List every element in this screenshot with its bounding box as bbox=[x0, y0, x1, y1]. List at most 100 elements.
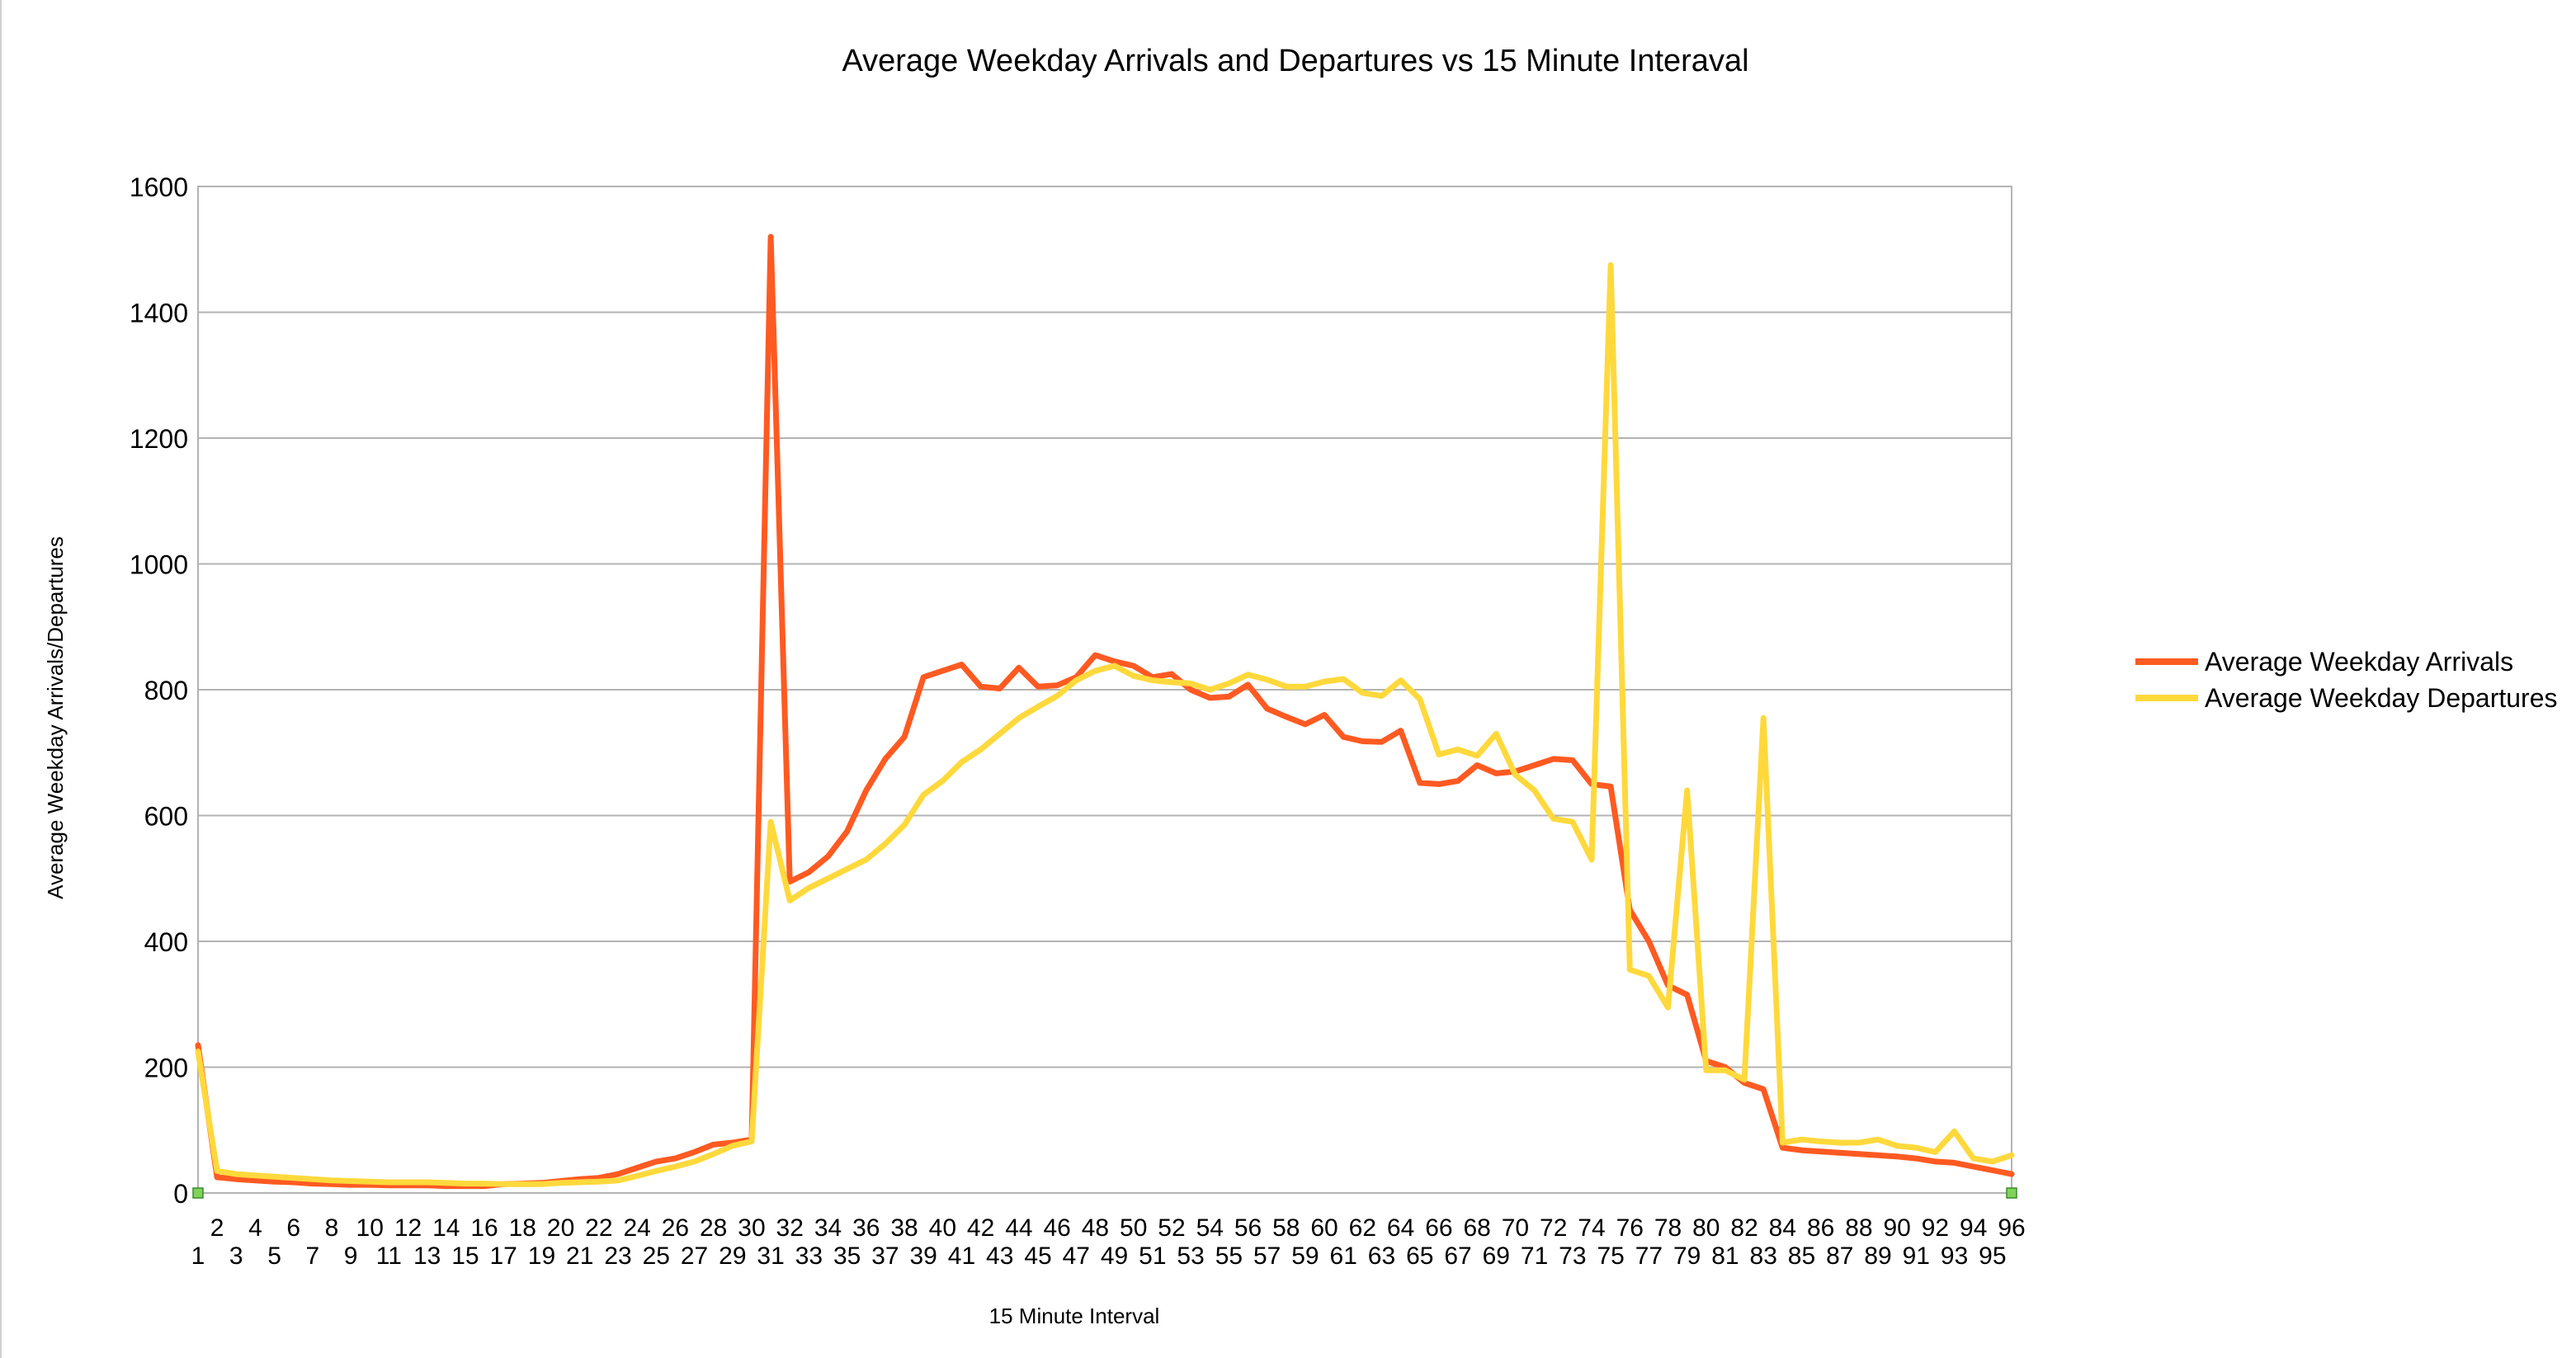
data-point bbox=[1762, 1087, 1765, 1091]
data-point bbox=[693, 1160, 696, 1163]
x-tick-label: 13 bbox=[413, 1242, 441, 1270]
data-point bbox=[1247, 673, 1250, 677]
x-tick-label: 22 bbox=[585, 1214, 612, 1242]
data-point bbox=[1036, 685, 1040, 688]
data-point bbox=[827, 855, 830, 858]
x-tick-label: 64 bbox=[1387, 1214, 1414, 1242]
data-point bbox=[578, 1181, 582, 1184]
data-point bbox=[1475, 764, 1479, 766]
data-point bbox=[807, 886, 810, 889]
x-tick-label: 43 bbox=[986, 1242, 1013, 1270]
data-point bbox=[1380, 695, 1383, 698]
data-point bbox=[1819, 1139, 1823, 1143]
x-tick-label: 41 bbox=[948, 1242, 975, 1270]
data-point bbox=[1437, 782, 1441, 785]
x-tick-label: 44 bbox=[1005, 1214, 1032, 1242]
data-point bbox=[1285, 685, 1288, 688]
x-tick-label: 5 bbox=[267, 1242, 281, 1270]
x-tick-label: 16 bbox=[470, 1214, 498, 1242]
data-point bbox=[1151, 679, 1154, 682]
data-point bbox=[521, 1182, 524, 1186]
data-point bbox=[903, 735, 906, 738]
x-tick-label: 32 bbox=[776, 1214, 804, 1242]
x-tick-label: 55 bbox=[1215, 1242, 1243, 1270]
x-tick-label: 85 bbox=[1788, 1242, 1815, 1270]
data-point bbox=[426, 1181, 429, 1184]
data-point bbox=[1895, 1144, 1899, 1148]
plot-border bbox=[197, 186, 2012, 1194]
data-point bbox=[196, 1044, 200, 1047]
x-tick-label: 1 bbox=[191, 1242, 205, 1270]
x-tick-label: 17 bbox=[490, 1242, 517, 1270]
data-point bbox=[1036, 705, 1040, 709]
data-point bbox=[1552, 757, 1555, 761]
data-point bbox=[330, 1182, 333, 1186]
data-point bbox=[1170, 681, 1173, 684]
x-tick-label: 68 bbox=[1463, 1214, 1490, 1242]
data-point bbox=[502, 1182, 505, 1186]
data-point bbox=[1953, 1129, 1956, 1133]
data-point bbox=[273, 1175, 276, 1178]
data-point bbox=[1533, 789, 1536, 792]
data-point bbox=[1991, 1169, 1994, 1172]
data-point bbox=[1914, 1157, 1918, 1160]
x-tick-label: 11 bbox=[376, 1242, 402, 1270]
x-tick-label: 67 bbox=[1444, 1242, 1471, 1270]
data-point bbox=[1342, 735, 1345, 738]
data-point bbox=[1914, 1146, 1918, 1149]
data-point bbox=[1132, 664, 1135, 667]
y-tick-label: 600 bbox=[144, 802, 188, 832]
data-point bbox=[292, 1181, 295, 1184]
x-tick-label: 90 bbox=[1883, 1214, 1910, 1242]
y-tick-label: 1600 bbox=[130, 172, 188, 202]
data-point bbox=[311, 1182, 314, 1186]
data-point bbox=[635, 1174, 639, 1177]
x-tick-label: 47 bbox=[1063, 1242, 1090, 1270]
x-tick-label: 49 bbox=[1101, 1242, 1128, 1270]
data-point bbox=[1456, 747, 1460, 751]
y-tick-label: 1200 bbox=[130, 424, 188, 454]
x-tick-label: 34 bbox=[814, 1214, 842, 1242]
data-point bbox=[1055, 684, 1059, 687]
x-tick-label: 59 bbox=[1291, 1242, 1319, 1270]
data-point bbox=[1266, 707, 1269, 710]
data-point bbox=[922, 793, 925, 796]
x-tick-label: 70 bbox=[1502, 1214, 1529, 1242]
x-tick-label: 54 bbox=[1196, 1214, 1224, 1242]
data-point bbox=[1093, 669, 1097, 672]
data-point bbox=[1609, 785, 1612, 788]
x-tick-label: 40 bbox=[929, 1214, 956, 1242]
x-tick-label: 92 bbox=[1922, 1214, 1949, 1242]
data-point bbox=[1857, 1153, 1861, 1156]
data-point bbox=[654, 1169, 658, 1172]
data-point bbox=[1437, 753, 1441, 757]
x-tick-label: 86 bbox=[1807, 1214, 1834, 1242]
data-point bbox=[616, 1179, 620, 1182]
data-point bbox=[1017, 666, 1021, 669]
y-tick-label: 200 bbox=[144, 1054, 188, 1083]
data-point bbox=[1876, 1153, 1880, 1157]
x-tick-label: 2 bbox=[210, 1214, 224, 1242]
x-tick-label: 66 bbox=[1425, 1214, 1452, 1242]
left-window-border bbox=[0, 0, 2, 1358]
data-point bbox=[941, 669, 944, 672]
data-point bbox=[693, 1150, 696, 1153]
data-point bbox=[846, 830, 849, 833]
x-tick-label: 96 bbox=[1998, 1214, 2025, 1242]
x-tick-label: 3 bbox=[229, 1242, 243, 1270]
data-point bbox=[311, 1177, 314, 1181]
data-point bbox=[1647, 974, 1650, 978]
data-point bbox=[1991, 1160, 1994, 1163]
x-tick-label: 48 bbox=[1082, 1214, 1109, 1242]
data-point bbox=[712, 1143, 715, 1146]
data-point bbox=[1933, 1160, 1937, 1163]
legend-label: Average Weekday Departures bbox=[2205, 683, 2558, 713]
data-point bbox=[1456, 780, 1460, 783]
data-point bbox=[1093, 653, 1097, 657]
plot-area: 0200400600800100012001400160012345678910… bbox=[130, 172, 2026, 1270]
data-point bbox=[998, 732, 1002, 735]
data-point bbox=[1227, 681, 1230, 685]
data-point bbox=[1055, 695, 1059, 698]
data-point bbox=[979, 685, 983, 688]
x-tick-label: 19 bbox=[528, 1242, 555, 1270]
